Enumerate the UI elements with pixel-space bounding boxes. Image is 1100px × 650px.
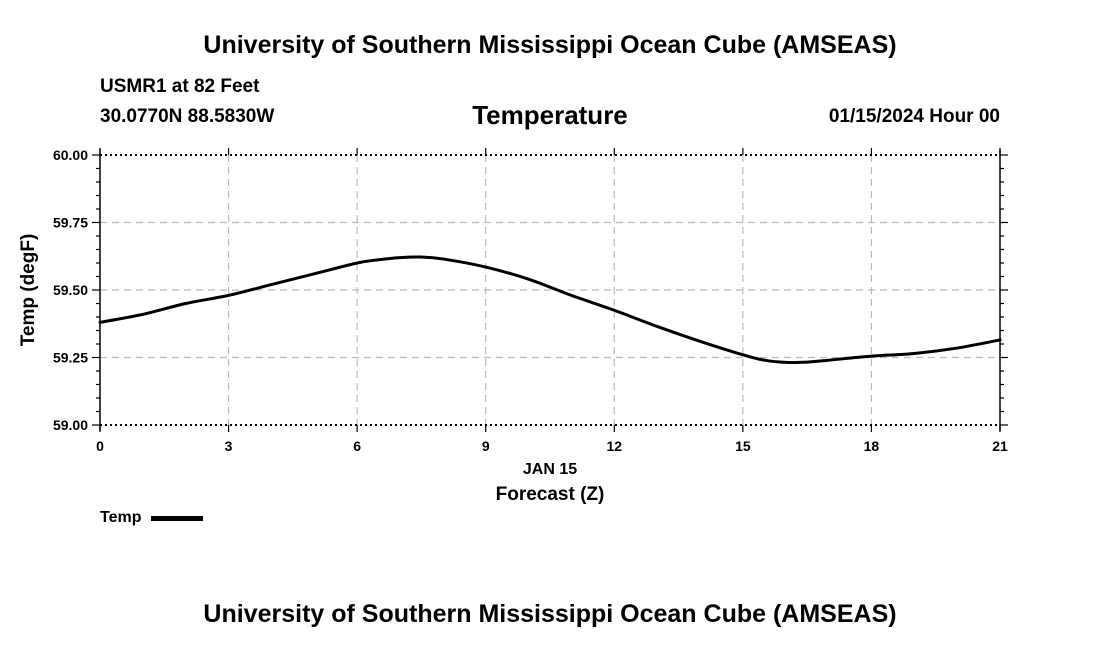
y-tick-label: 60.00 bbox=[53, 147, 88, 163]
legend-line-swatch bbox=[151, 515, 204, 521]
station-label: USMR1 at 82 Feet bbox=[100, 76, 260, 97]
legend-label: Temp bbox=[100, 509, 142, 526]
x-tick-label: 9 bbox=[482, 438, 490, 454]
footer-title: University of Southern Mississippi Ocean… bbox=[203, 600, 897, 628]
legend: Temp bbox=[100, 509, 204, 527]
y-axis-title: Temp (degF) bbox=[18, 234, 39, 347]
variable-title: Temperature bbox=[472, 100, 628, 130]
x-tick-label: 3 bbox=[225, 438, 233, 454]
x-tick-label: 21 bbox=[992, 438, 1008, 454]
datetime-label: 01/15/2024 Hour 00 bbox=[828, 106, 1000, 127]
y-tick-label: 59.25 bbox=[53, 350, 88, 366]
grid-lines bbox=[100, 155, 1000, 425]
x-tick-label: 12 bbox=[606, 438, 622, 454]
x-tick-label: 6 bbox=[353, 438, 361, 454]
chart-axes: 0 3 6 9 12 15 18 21 59.00 59.25 59.50 59.75 60.00 bbox=[53, 147, 1008, 454]
axis-labels: JAN 15 Forecast (Z) Temp (degF) bbox=[18, 234, 604, 505]
series-layer bbox=[98, 255, 1002, 365]
x-tick-label: 0 bbox=[96, 438, 104, 454]
y-tick-label: 59.50 bbox=[53, 282, 88, 298]
series-line-temp bbox=[98, 255, 1002, 365]
y-tick-label: 59.75 bbox=[53, 215, 88, 231]
chart-title: University of Southern Mississippi Ocean… bbox=[203, 31, 897, 59]
y-tick-label: 59.00 bbox=[53, 417, 88, 433]
x-axis-date-label: JAN 15 bbox=[523, 461, 577, 478]
coordinates-label: 30.0770N 88.5830W bbox=[100, 106, 275, 127]
x-tick-label: 15 bbox=[735, 438, 751, 454]
x-axis-title: Forecast (Z) bbox=[496, 484, 605, 505]
x-tick-label: 18 bbox=[864, 438, 880, 454]
